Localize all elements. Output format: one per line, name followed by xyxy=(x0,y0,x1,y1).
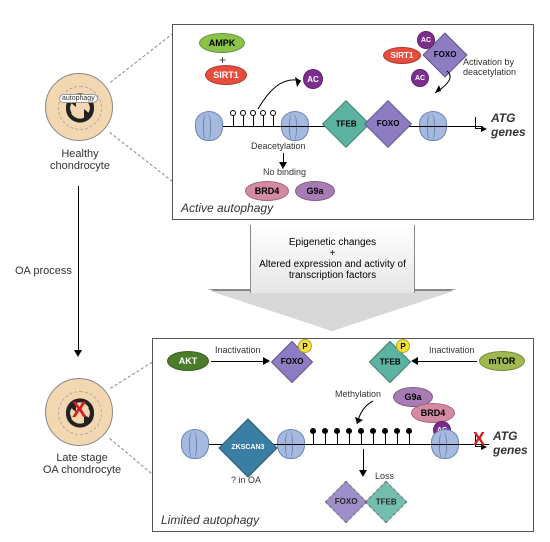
bottom-title: Limited autophagy xyxy=(161,513,259,527)
autophagy-tag: autophagy xyxy=(59,94,98,103)
healthy-label: Healthy chondrocyte xyxy=(40,148,120,172)
limited-autophagy-panel: Limited autophagy AKT Inactivation FOXO … xyxy=(152,338,534,532)
ampk: AMPK xyxy=(199,33,245,53)
big-arrow: Epigenetic changes + Altered expression … xyxy=(210,225,455,333)
big-arrow-l2: Altered expression and activity of trans… xyxy=(259,259,406,281)
activation-label: Activation by deacetylation xyxy=(463,57,516,77)
sirt1-tr: SIRT1 xyxy=(383,47,421,64)
oa-process-label: OA process xyxy=(15,265,72,277)
inact-r: Inactivation xyxy=(429,345,475,355)
late-cell: X xyxy=(45,378,113,446)
brd4-b: BRD4 xyxy=(411,403,455,423)
zkscan-note: ? in OA xyxy=(231,475,261,485)
x-mark-atg: X xyxy=(473,429,485,450)
brd4: BRD4 xyxy=(245,181,289,201)
mtor: mTOR xyxy=(479,351,525,371)
sirt1: SIRT1 xyxy=(205,65,247,85)
active-autophagy-panel: Active autophagy AMPK + SIRT1 AC FOXO AC… xyxy=(172,24,534,220)
p2: P xyxy=(396,339,410,353)
g9a: G9a xyxy=(295,181,335,201)
late-label: Late stage OA chondrocyte xyxy=(32,452,132,476)
ac-1: AC xyxy=(417,31,435,49)
methyl: Methylation xyxy=(335,389,381,399)
foxo: FOXO xyxy=(364,100,412,148)
p1: P xyxy=(298,339,312,353)
ac-float: AC xyxy=(303,69,323,89)
tfeb: TFEB xyxy=(322,100,370,148)
inact-l: Inactivation xyxy=(215,345,261,355)
x-mark-cell: X xyxy=(72,397,87,423)
big-arrow-l1: Epigenetic changes xyxy=(289,237,376,248)
atg-bot: ATG genes xyxy=(493,429,528,457)
akt: AKT xyxy=(167,351,209,371)
loss: Loss xyxy=(375,471,394,481)
diagram-root: autophagy Healthy chondrocyte OA process… xyxy=(0,0,550,542)
big-arrow-plus: + xyxy=(330,248,336,259)
atg-top: ATG genes xyxy=(491,111,526,139)
foxo-loss: FOXO xyxy=(325,481,367,523)
nobind: No binding xyxy=(263,167,306,177)
top-title: Active autophagy xyxy=(181,201,273,215)
healthy-cell: autophagy xyxy=(45,73,113,141)
ac-2: AC xyxy=(411,69,429,87)
tfeb-loss: TFEB xyxy=(365,481,407,523)
deac-l: Deacetylation xyxy=(251,141,306,151)
zkscan: ZKSCAN3 xyxy=(218,418,277,477)
